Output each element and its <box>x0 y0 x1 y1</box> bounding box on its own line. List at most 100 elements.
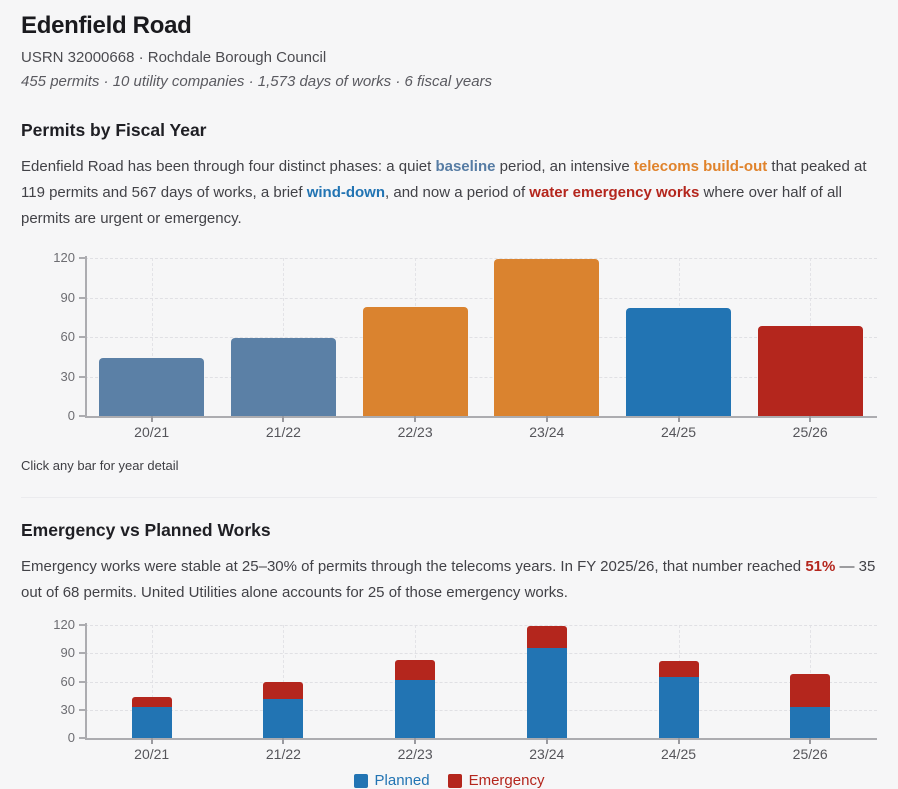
x-tick-mark <box>545 738 548 744</box>
bar-24/25[interactable] <box>626 308 731 416</box>
keyword-telecoms: telecoms build-out <box>633 158 768 175</box>
gridline-horizontal <box>85 297 877 299</box>
y-tick-label: 0 <box>67 408 75 423</box>
keyword-emergency: water emergency works <box>529 184 700 201</box>
x-tick-label-24/25: 24/25 <box>660 746 697 762</box>
emergency-planned-chart[interactable]: 0 30 60 90 120 20/21 21/22 22/23 23/24 24/25 25/26 <box>21 617 877 762</box>
y-tick-mark <box>79 737 85 739</box>
x-tick-label-23/24: 23/24 <box>529 424 565 440</box>
x-tick-mark <box>282 416 285 422</box>
y-tick-label: 90 <box>60 645 75 661</box>
gridline-horizontal <box>85 337 877 338</box>
x-axis <box>85 416 877 418</box>
bar-segment-planned-20/21[interactable] <box>131 706 172 738</box>
y-tick-mark <box>79 375 85 378</box>
keyword-baseline: baseline <box>435 158 496 175</box>
y-tick-label: 30 <box>60 368 75 384</box>
bar-segment-planned-21/22[interactable] <box>263 699 304 738</box>
x-tick-mark <box>150 416 153 422</box>
legend-swatch-planned <box>353 773 368 788</box>
gridline-horizontal <box>85 376 877 378</box>
section-permits-by-year: Permits by Fiscal Year Edenfield Road ha… <box>21 120 877 473</box>
x-tick-mark <box>809 416 812 422</box>
x-tick-label-22/23: 22/23 <box>397 424 433 440</box>
bar-22/23[interactable] <box>362 306 468 416</box>
x-tick-mark <box>677 416 680 422</box>
x-tick-label-24/25: 24/25 <box>660 424 697 440</box>
bar-23/24[interactable] <box>494 259 600 416</box>
chart-click-hint: Click any bar for year detail <box>21 458 179 473</box>
chart-legend: Planned Emergency <box>21 772 877 789</box>
page-title: Edenfield Road <box>21 12 192 39</box>
bar-20/21[interactable] <box>99 358 205 416</box>
x-tick-label-21/22: 21/22 <box>265 424 301 440</box>
permits-section-intro: Edenfield Road has been through four dis… <box>21 154 877 232</box>
gridline-horizontal <box>85 709 877 711</box>
bar-segment-planned-25/26[interactable] <box>790 706 831 738</box>
header: Edenfield Road USRN 32000668 · Rochdale … <box>21 12 877 90</box>
legend-item-emergency[interactable]: Emergency <box>447 772 545 789</box>
y-tick-label: 0 <box>67 730 75 745</box>
intro-text: Emergency works were stable at 25–30% of… <box>21 558 806 575</box>
x-tick-mark <box>677 738 680 744</box>
intro-text: where over half of all permits are urgen… <box>21 184 842 227</box>
legend-label-emergency: Emergency <box>468 772 545 789</box>
intro-text: — 35 out of 68 permits. United Utilities… <box>21 558 876 601</box>
y-tick-label: 120 <box>53 250 75 265</box>
bar-segment-emergency-22/23[interactable] <box>395 659 436 680</box>
gridline-horizontal <box>85 625 877 626</box>
permits-section-heading: Permits by Fiscal Year <box>21 120 207 140</box>
y-axis <box>85 623 87 738</box>
x-tick-label-20/21: 20/21 <box>134 746 170 762</box>
x-tick-label-22/23: 22/23 <box>397 746 433 762</box>
y-tick-label: 60 <box>60 329 75 344</box>
y-axis <box>85 256 87 416</box>
y-tick-mark <box>79 708 85 711</box>
bar-segment-planned-23/24[interactable] <box>526 647 567 738</box>
legend-item-planned[interactable]: Planned <box>353 772 430 789</box>
x-tick-mark <box>809 738 812 744</box>
gridline-horizontal <box>85 653 877 655</box>
y-tick-label: 60 <box>60 673 75 689</box>
intro-text: Edenfield Road has been through four dis… <box>21 158 436 175</box>
bar-segment-emergency-24/25[interactable] <box>658 660 699 677</box>
emergency-section-intro: Emergency works were stable at 25–30% of… <box>21 554 877 606</box>
keyword-winddown: wind-down <box>306 184 386 201</box>
legend-swatch-emergency <box>447 773 462 788</box>
intro-text: period, an intensive <box>495 158 634 175</box>
bar-21/22[interactable] <box>230 338 336 416</box>
keyword-pct: 51% <box>805 558 836 575</box>
street-stats: 455 permits · 10 utility companies · 1,5… <box>21 73 493 90</box>
x-tick-label-20/21: 20/21 <box>134 424 170 440</box>
y-tick-label: 90 <box>60 289 75 305</box>
y-tick-label: 120 <box>53 617 75 632</box>
x-axis <box>85 738 877 740</box>
x-tick-label-23/24: 23/24 <box>529 746 565 762</box>
emergency-section-heading: Emergency vs Planned Works <box>21 520 271 540</box>
x-tick-mark <box>414 738 417 744</box>
x-tick-label-21/22: 21/22 <box>265 746 301 762</box>
bar-segment-emergency-20/21[interactable] <box>131 696 172 707</box>
bar-segment-emergency-25/26[interactable] <box>790 673 831 707</box>
bar-segment-emergency-21/22[interactable] <box>263 682 304 700</box>
x-tick-label-25/26: 25/26 <box>792 746 828 762</box>
gridline-horizontal <box>85 258 877 259</box>
legend-label-planned: Planned <box>374 772 430 789</box>
section-emergency-vs-planned: Emergency vs Planned Works Emergency wor… <box>21 497 877 789</box>
y-tick-mark <box>79 652 85 655</box>
y-tick-mark <box>79 257 85 259</box>
bar-segment-planned-22/23[interactable] <box>395 679 436 738</box>
y-tick-mark <box>79 680 85 683</box>
street-subtitle: USRN 32000668 · Rochdale Borough Council <box>21 49 327 66</box>
y-tick-mark <box>79 624 85 626</box>
bar-segment-planned-24/25[interactable] <box>658 676 699 738</box>
y-tick-mark <box>79 296 85 299</box>
permits-by-year-chart[interactable]: 0 30 60 90 120 20/21 21/22 22/23 23/24 24/25 25/26 <box>21 248 877 444</box>
gridline-horizontal <box>85 681 877 683</box>
bar-25/26[interactable] <box>757 326 863 416</box>
bar-segment-emergency-23/24[interactable] <box>526 625 567 648</box>
x-tick-mark <box>414 416 417 422</box>
intro-text: , and now a period of <box>385 184 530 201</box>
y-tick-mark <box>79 415 85 417</box>
